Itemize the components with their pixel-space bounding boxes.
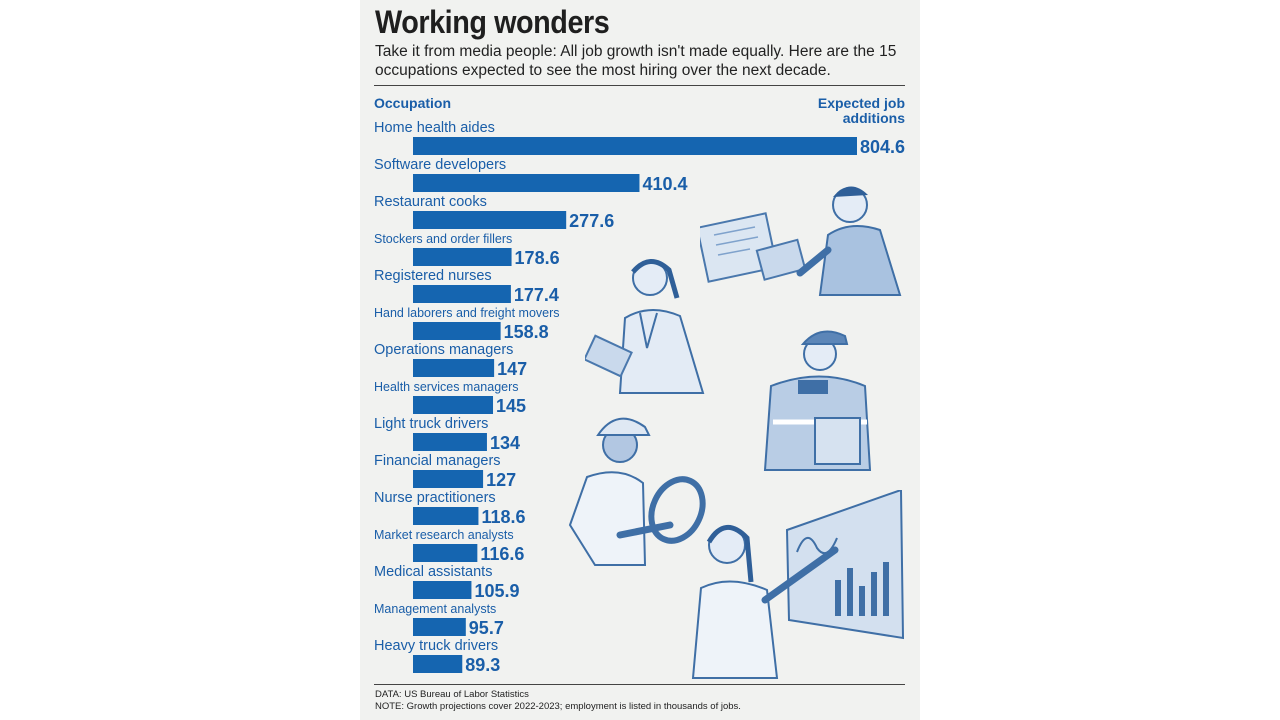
bar-label: Market research analysts — [374, 528, 514, 542]
bar — [413, 211, 567, 229]
bar — [413, 174, 640, 192]
programmer-illustration — [700, 186, 902, 296]
bar — [413, 433, 487, 451]
bar-label: Medical assistants — [374, 564, 492, 580]
bar-label: Management analysts — [374, 602, 496, 616]
nurse-illustration — [585, 259, 705, 394]
value-label: 410.4 — [642, 174, 687, 194]
footnote: NOTE: Growth projections cover 2022-2023… — [375, 701, 741, 712]
bar-label: Heavy truck drivers — [374, 638, 498, 654]
bar-label: Health services managers — [374, 380, 519, 394]
bar-label: Stockers and order fillers — [374, 232, 512, 246]
analyst-illustration — [691, 490, 905, 679]
bar — [413, 581, 472, 599]
bar-label: Registered nurses — [374, 268, 492, 284]
top-divider — [374, 85, 905, 86]
bar — [413, 470, 484, 488]
bar — [413, 396, 494, 414]
bar — [413, 248, 512, 266]
value-label: 127 — [486, 470, 516, 490]
value-label: 147 — [497, 359, 527, 379]
value-label: 145 — [496, 396, 526, 416]
page-title: Working wonders — [375, 4, 610, 40]
bar-label: Light truck drivers — [374, 416, 488, 432]
bar — [413, 359, 495, 377]
value-label: 95.7 — [469, 618, 504, 638]
value-label: 158.8 — [504, 322, 549, 342]
bar — [413, 655, 463, 673]
bar-label: Operations managers — [374, 342, 513, 358]
bar-label: Hand laborers and freight movers — [374, 306, 560, 320]
bar — [413, 544, 478, 562]
warehouse-worker-illustration — [763, 330, 872, 471]
bar — [413, 285, 511, 303]
bar-label: Nurse practitioners — [374, 490, 496, 506]
value-label: 277.6 — [569, 211, 614, 231]
value-label: 105.9 — [474, 581, 519, 601]
bar — [413, 618, 466, 636]
bar — [413, 507, 479, 525]
bottom-divider — [374, 684, 905, 685]
value-label: 178.6 — [515, 248, 560, 268]
data-source-note: DATA: US Bureau of Labor Statistics — [375, 689, 529, 700]
value-label: 134 — [490, 433, 520, 453]
value-label: 804.6 — [860, 137, 905, 157]
truck-driver-illustration — [568, 417, 706, 566]
occupation-header: Occupation — [374, 95, 452, 111]
bar-label: Restaurant cooks — [374, 194, 487, 210]
bar — [413, 322, 501, 340]
subtitle: Take it from media people: All job growt… — [375, 43, 897, 79]
bar-label: Home health aides — [374, 120, 495, 136]
bar-label: Software developers — [374, 157, 506, 173]
value-label: 89.3 — [465, 655, 500, 675]
bar — [413, 137, 857, 155]
value-label: 177.4 — [514, 285, 559, 305]
job-additions-header: Expected job additions — [817, 95, 905, 126]
value-label: 116.6 — [480, 544, 524, 564]
bar-label: Financial managers — [374, 453, 501, 469]
value-label: 118.6 — [481, 507, 525, 527]
